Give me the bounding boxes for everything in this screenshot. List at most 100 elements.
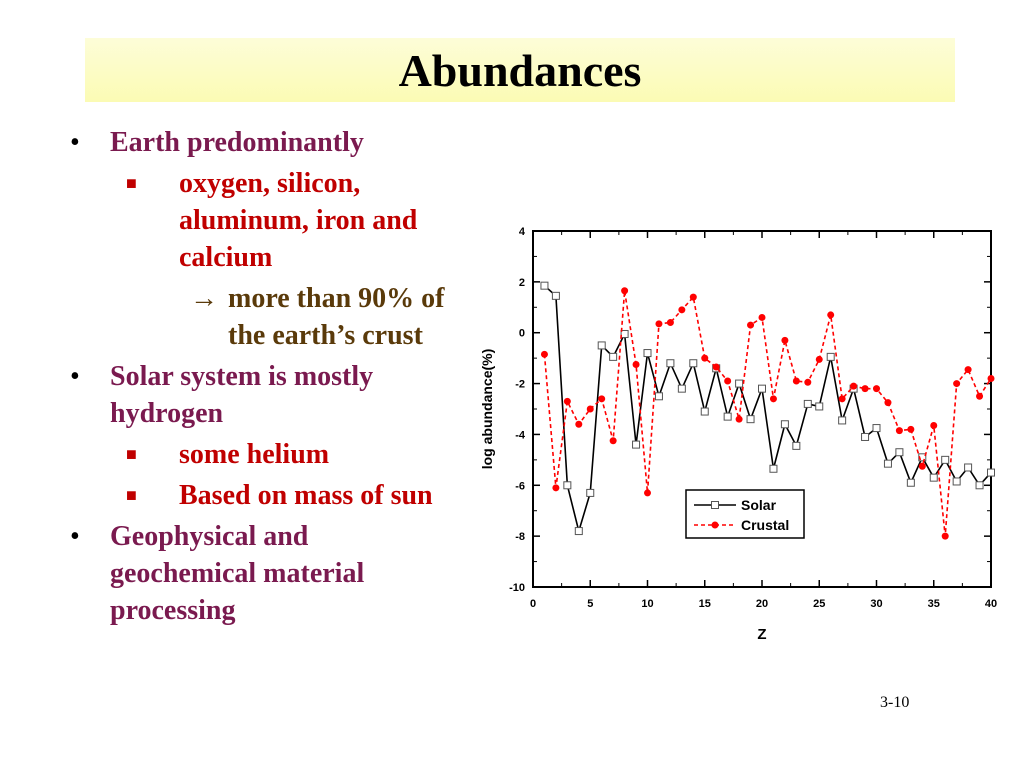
data-point-crustal <box>586 405 594 413</box>
square-bullet-icon: ■ <box>126 444 137 464</box>
legend-label-solar: Solar <box>741 497 777 513</box>
data-point-crustal <box>609 437 617 445</box>
bullet-dot-icon: • <box>70 521 80 552</box>
data-point-solar <box>700 407 709 416</box>
bullet-text: Solar system is mostly hydrogen <box>110 361 374 429</box>
data-point-solar <box>643 349 652 358</box>
data-point-crustal <box>792 377 800 385</box>
arrow-right-icon: → <box>190 283 218 314</box>
data-point-solar <box>632 440 641 449</box>
data-point-crustal <box>953 380 961 388</box>
arrow-bullet-crust: → more than 90% of the earth’s crust <box>70 280 450 354</box>
data-point-solar <box>895 448 904 457</box>
data-point-solar <box>941 455 950 464</box>
y-tick-label: 4 <box>519 226 526 238</box>
data-point-crustal <box>712 363 720 371</box>
data-point-solar <box>574 527 583 536</box>
y-tick-label: 0 <box>519 328 525 340</box>
data-point-solar <box>563 481 572 490</box>
data-point-crustal <box>552 484 560 492</box>
data-point-crustal <box>873 385 880 393</box>
data-point-crustal <box>540 350 548 358</box>
y-tick-label: -10 <box>509 582 525 594</box>
bullet-earth: • Earth predominantly <box>70 124 450 161</box>
data-point-crustal <box>621 287 629 295</box>
legend-label-crustal: Crustal <box>741 517 789 533</box>
data-point-crustal <box>598 395 606 403</box>
data-point-solar <box>746 415 755 424</box>
data-point-crustal <box>804 378 812 386</box>
data-point-solar <box>551 291 560 300</box>
data-point-solar <box>735 379 744 388</box>
title-band: Abundances <box>85 38 955 102</box>
sub-bullet-elements: ■ oxygen, silicon, aluminum, iron and ca… <box>70 165 450 276</box>
data-point-crustal <box>838 395 846 403</box>
series-line-crustal <box>543 290 992 537</box>
y-tick-label: -8 <box>515 531 525 543</box>
x-tick-label: 30 <box>870 598 882 610</box>
sub-bullet-text: some helium <box>179 439 330 470</box>
bullet-processing: • Geophysical and geochemical material p… <box>70 518 450 629</box>
data-point-crustal <box>907 425 915 433</box>
data-point-crustal <box>941 532 949 540</box>
data-point-crustal <box>701 354 709 362</box>
square-bullet-icon: ■ <box>126 173 137 193</box>
data-point-solar <box>975 481 984 490</box>
sub-bullet-text: oxygen, silicon, aluminum, iron and calc… <box>179 168 418 273</box>
y-tick-label: -6 <box>515 480 525 492</box>
data-point-solar <box>872 424 881 433</box>
bullet-dot-icon: • <box>70 127 80 158</box>
square-bullet-icon: ■ <box>126 485 137 505</box>
legend-box <box>685 489 805 539</box>
data-point-solar <box>838 416 847 425</box>
data-point-crustal <box>827 311 835 319</box>
data-point-crustal <box>976 392 984 400</box>
y-tick-label: -4 <box>515 429 526 441</box>
data-point-crustal <box>769 395 777 403</box>
data-point-crustal <box>964 366 972 374</box>
data-point-solar <box>792 441 801 450</box>
data-point-crustal <box>884 399 892 407</box>
data-point-solar <box>597 341 606 350</box>
data-point-crustal <box>895 427 903 435</box>
legend-marker-solar <box>711 501 719 509</box>
x-tick-label: 40 <box>985 598 997 610</box>
y-tick-label: 2 <box>519 277 525 289</box>
data-point-solar <box>723 412 732 421</box>
data-point-crustal <box>758 313 766 321</box>
data-point-solar <box>620 329 629 338</box>
x-tick-label: 25 <box>813 598 825 610</box>
data-point-crustal <box>987 374 995 382</box>
data-point-crustal <box>655 320 663 328</box>
data-point-crustal <box>678 306 686 314</box>
data-point-crustal <box>861 385 869 393</box>
data-point-solar <box>929 473 938 482</box>
data-point-solar <box>677 384 686 393</box>
bullet-solar: • Solar system is mostly hydrogen <box>70 358 450 432</box>
y-tick-label: -2 <box>515 379 525 391</box>
bullet-list: • Earth predominantly ■ oxygen, silicon,… <box>70 124 450 633</box>
data-point-crustal <box>781 336 789 344</box>
data-point-solar <box>540 281 549 290</box>
data-point-crustal <box>724 377 732 385</box>
data-point-crustal <box>918 462 926 470</box>
data-point-solar <box>654 392 663 401</box>
data-point-solar <box>689 359 698 368</box>
x-tick-label: 0 <box>530 598 536 610</box>
data-point-solar <box>826 352 835 361</box>
data-point-crustal <box>930 422 938 430</box>
bullet-text: Earth predominantly <box>110 127 364 158</box>
data-point-solar <box>586 488 595 497</box>
data-point-crustal <box>815 355 823 363</box>
data-point-crustal <box>632 361 640 368</box>
data-point-crustal <box>644 489 651 497</box>
data-point-solar <box>952 477 961 486</box>
page-number: 3-10 <box>880 694 910 711</box>
data-point-crustal <box>850 382 858 390</box>
x-axis-label: Z <box>757 626 766 643</box>
data-point-crustal <box>666 319 674 327</box>
data-point-solar <box>609 352 618 361</box>
data-point-solar <box>780 420 789 429</box>
data-point-solar <box>906 478 915 487</box>
data-point-solar <box>666 359 675 368</box>
